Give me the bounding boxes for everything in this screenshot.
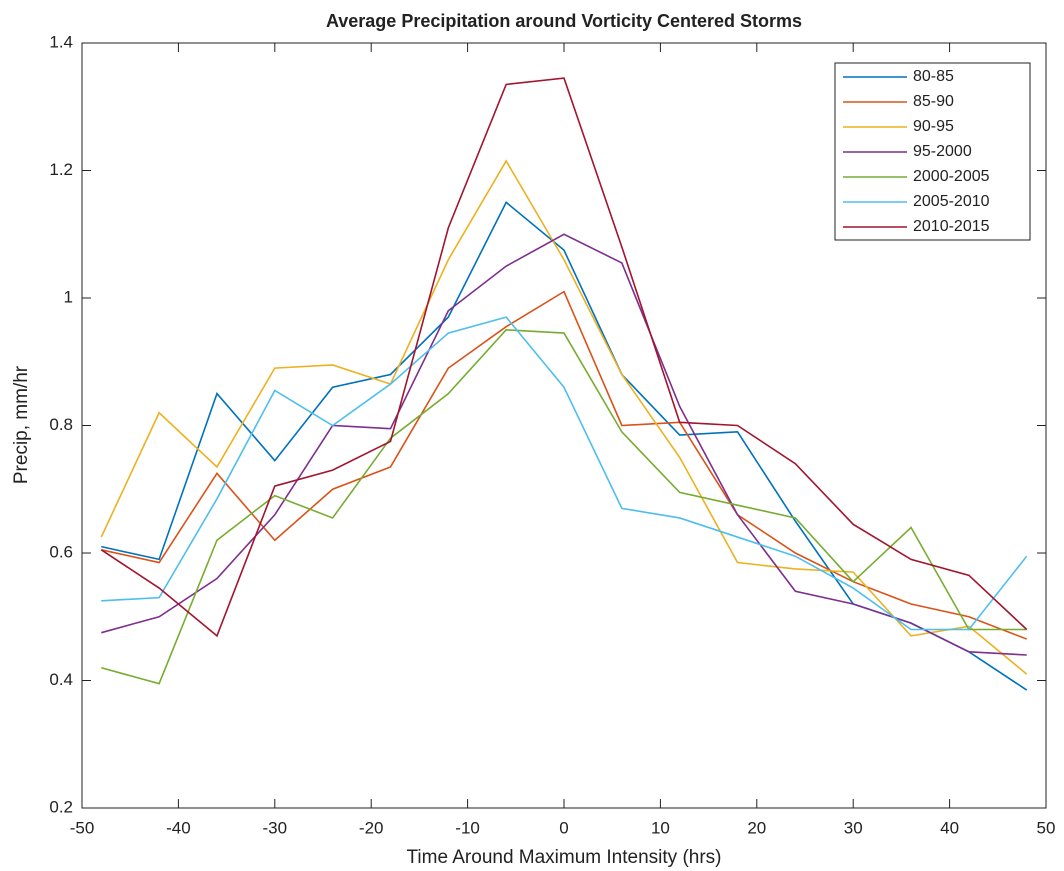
x-axis-label: Time Around Maximum Intensity (hrs) bbox=[407, 847, 722, 868]
data-line bbox=[101, 329, 1027, 685]
y-tick-label: 0.2 bbox=[49, 797, 73, 816]
y-tick-label: 0.4 bbox=[49, 670, 73, 689]
x-tick-label: 20 bbox=[747, 818, 766, 837]
x-tick-label: 30 bbox=[844, 818, 863, 837]
chart-title: Average Precipitation around Vorticity C… bbox=[326, 11, 802, 31]
x-tick-label: 0 bbox=[559, 818, 568, 837]
legend-label: 80-85 bbox=[913, 68, 954, 85]
x-tick-label: -50 bbox=[70, 818, 95, 837]
x-tick-label: 50 bbox=[1037, 818, 1056, 837]
x-tick-label: -20 bbox=[359, 818, 384, 837]
data-line bbox=[101, 233, 1027, 656]
data-line bbox=[101, 316, 1028, 631]
legend-label: 2005-2010 bbox=[913, 193, 990, 210]
data-line bbox=[101, 290, 1028, 640]
legend-label: 2010-2015 bbox=[913, 218, 990, 235]
legend-label: 90-95 bbox=[913, 118, 954, 135]
x-tick-label: 40 bbox=[940, 818, 959, 837]
data-line bbox=[100, 159, 1028, 675]
y-tick-label: 0.8 bbox=[49, 415, 73, 434]
y-tick-label: 0.6 bbox=[49, 542, 73, 561]
legend: 80-85 85-90 90-95 95-2000 2000-2005 2005-2010… bbox=[834, 62, 1031, 241]
x-tick-label: -40 bbox=[166, 818, 191, 837]
legend-label: 95-2000 bbox=[913, 143, 972, 160]
y-tick-label: 1.4 bbox=[49, 32, 73, 51]
legend-label: 85-90 bbox=[913, 93, 954, 110]
y-tick-label: 1.2 bbox=[49, 160, 73, 179]
data-line bbox=[101, 201, 1028, 691]
y-axis-label: Precip, mm/hr bbox=[11, 365, 32, 484]
x-tick-label: 10 bbox=[651, 818, 670, 837]
x-tick-label: -10 bbox=[455, 818, 480, 837]
legend-label: 2000-2005 bbox=[913, 168, 990, 185]
data-line bbox=[100, 77, 1028, 638]
y-tick-label: 1 bbox=[64, 287, 73, 306]
x-tick-label: -30 bbox=[263, 818, 288, 837]
